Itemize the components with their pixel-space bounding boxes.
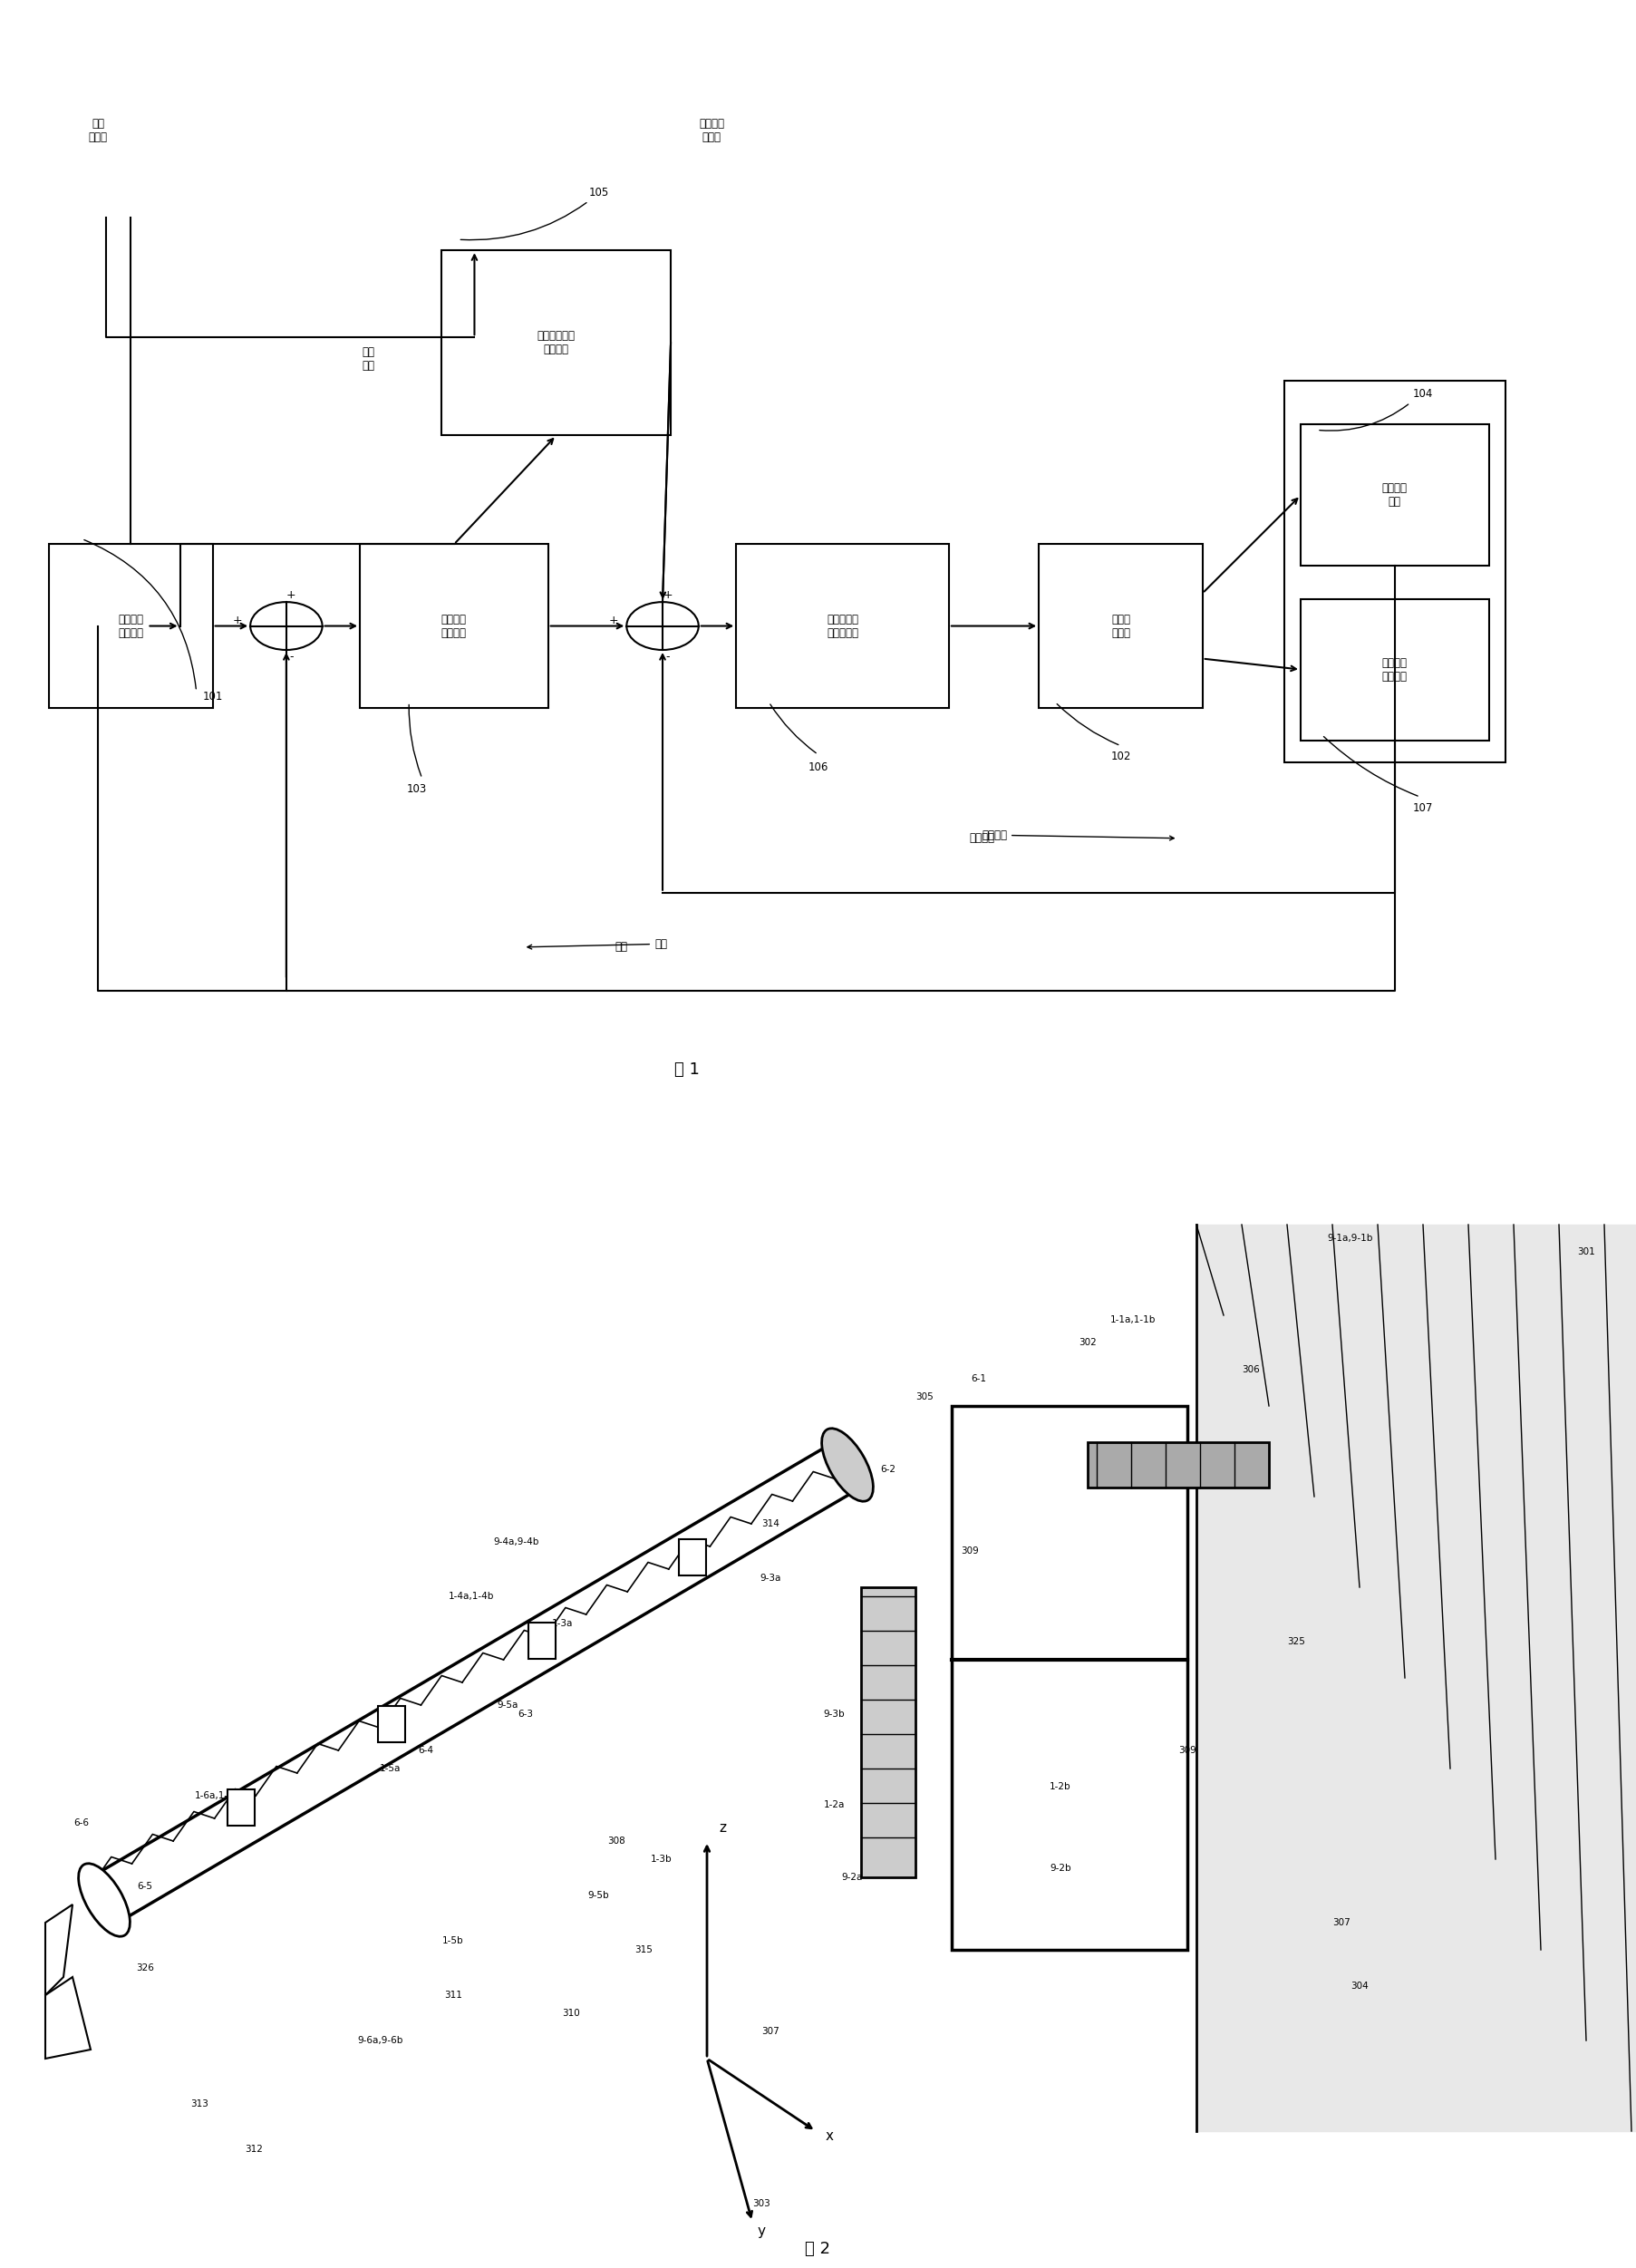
Text: 313: 313 <box>190 2100 208 2109</box>
FancyBboxPatch shape <box>360 544 548 708</box>
Bar <box>861 1588 916 1878</box>
Text: 1-3b: 1-3b <box>651 1855 672 1864</box>
Text: 6-6: 6-6 <box>74 1819 90 1828</box>
Text: 315: 315 <box>635 1946 653 1955</box>
Text: 6-4: 6-4 <box>419 1746 434 1755</box>
Text: 6-2: 6-2 <box>880 1465 897 1474</box>
Text: 内部状态误
差补偿装置: 内部状态误 差补偿装置 <box>826 612 859 640</box>
Text: 内部状态: 内部状态 <box>969 832 995 844</box>
Text: 9-2b: 9-2b <box>1050 1864 1072 1873</box>
Text: 306: 306 <box>1242 1365 1260 1374</box>
Text: y: y <box>757 2225 766 2239</box>
Bar <box>227 1789 255 1826</box>
Text: 图 1: 图 1 <box>674 1061 700 1077</box>
Text: -: - <box>290 651 293 662</box>
Text: 1-5a: 1-5a <box>380 1765 401 1774</box>
Text: 输出
误差: 输出 误差 <box>362 347 375 372</box>
Text: 309: 309 <box>1178 1746 1196 1755</box>
Text: 308: 308 <box>607 1837 625 1846</box>
Text: 目标内部状态
决定装置: 目标内部状态 决定装置 <box>537 331 576 356</box>
FancyBboxPatch shape <box>736 544 949 708</box>
Text: 301: 301 <box>1577 1247 1595 1256</box>
Text: 326: 326 <box>136 1964 154 1973</box>
Text: 9-6a,9-6b: 9-6a,9-6b <box>358 2037 404 2046</box>
Text: 6-3: 6-3 <box>519 1710 533 1719</box>
Text: 输出计测
装置: 输出计测 装置 <box>1382 483 1407 508</box>
Text: 1-6a,1-6b: 1-6a,1-6b <box>195 1792 240 1801</box>
Text: 311: 311 <box>445 1991 463 2000</box>
Text: 1-3a: 1-3a <box>551 1619 573 1628</box>
FancyBboxPatch shape <box>1301 424 1489 567</box>
Text: 9-3a: 9-3a <box>759 1574 780 1583</box>
Text: 304: 304 <box>1351 1982 1368 1991</box>
Text: +: + <box>232 615 242 626</box>
Text: 输出
目标值: 输出 目标值 <box>88 118 108 143</box>
FancyBboxPatch shape <box>442 249 671 435</box>
Text: 107: 107 <box>1414 803 1433 814</box>
FancyBboxPatch shape <box>49 544 213 708</box>
Text: +: + <box>663 590 672 601</box>
Polygon shape <box>1196 1225 1636 2132</box>
Text: 6-5: 6-5 <box>137 1882 152 1892</box>
Ellipse shape <box>79 1864 129 1937</box>
Text: 9-3b: 9-3b <box>823 1710 844 1719</box>
Text: 310: 310 <box>563 2009 581 2019</box>
Bar <box>1088 1442 1270 1488</box>
Text: +: + <box>286 590 296 601</box>
Text: 307: 307 <box>761 2028 779 2037</box>
Bar <box>528 1622 556 1658</box>
Text: 101: 101 <box>203 692 222 703</box>
Text: 1-2a: 1-2a <box>823 1801 844 1810</box>
Ellipse shape <box>821 1429 874 1501</box>
Text: 9-4a,9-4b: 9-4a,9-4b <box>494 1538 540 1547</box>
Text: 312: 312 <box>245 2146 263 2155</box>
Text: x: x <box>825 2130 833 2143</box>
Text: z: z <box>718 1821 726 1835</box>
Text: 输出: 输出 <box>615 941 628 953</box>
Text: 314: 314 <box>761 1520 779 1529</box>
Text: 输出: 输出 <box>527 939 667 950</box>
FancyBboxPatch shape <box>1039 544 1202 708</box>
Text: 弹性体
驱动器: 弹性体 驱动器 <box>1111 612 1130 640</box>
Text: 输出误差
补偿装置: 输出误差 补偿装置 <box>442 612 466 640</box>
Text: 9-2a: 9-2a <box>841 1873 862 1882</box>
Bar <box>679 1540 707 1576</box>
Text: 9-5a: 9-5a <box>497 1701 519 1710</box>
Text: 305: 305 <box>916 1393 934 1402</box>
Text: 图 2: 图 2 <box>805 2241 829 2257</box>
Text: 9-5b: 9-5b <box>587 1892 609 1901</box>
Text: 104: 104 <box>1414 388 1433 399</box>
Text: 1-4a,1-4b: 1-4a,1-4b <box>448 1592 494 1601</box>
Text: 325: 325 <box>1288 1637 1306 1647</box>
Text: 内部状态
计测装置: 内部状态 计测装置 <box>1382 658 1407 683</box>
Text: 1-1a,1-1b: 1-1a,1-1b <box>1111 1315 1155 1325</box>
Circle shape <box>250 601 322 651</box>
Text: 307: 307 <box>1332 1919 1350 1928</box>
Text: 102: 102 <box>1111 751 1130 762</box>
Text: 303: 303 <box>753 2200 771 2209</box>
Text: +: + <box>609 615 618 626</box>
Text: 1-2b: 1-2b <box>1050 1783 1072 1792</box>
Text: 内部状态: 内部状态 <box>982 830 1175 841</box>
FancyBboxPatch shape <box>1301 599 1489 739</box>
Text: 105: 105 <box>461 186 609 240</box>
Bar <box>378 1706 406 1742</box>
Text: 9-1a,9-1b: 9-1a,9-1b <box>1328 1234 1373 1243</box>
Circle shape <box>627 601 699 651</box>
Text: -: - <box>666 651 669 662</box>
Text: 1-5b: 1-5b <box>442 1937 465 1946</box>
Text: 309: 309 <box>960 1547 978 1556</box>
Text: 302: 302 <box>1078 1338 1096 1347</box>
Text: 内部状态
目标值: 内部状态 目标值 <box>699 118 725 143</box>
Text: 目标输出
生成装置: 目标输出 生成装置 <box>118 612 144 640</box>
Text: 106: 106 <box>808 762 828 773</box>
Text: 103: 103 <box>407 782 427 796</box>
Text: 6-1: 6-1 <box>972 1374 987 1383</box>
